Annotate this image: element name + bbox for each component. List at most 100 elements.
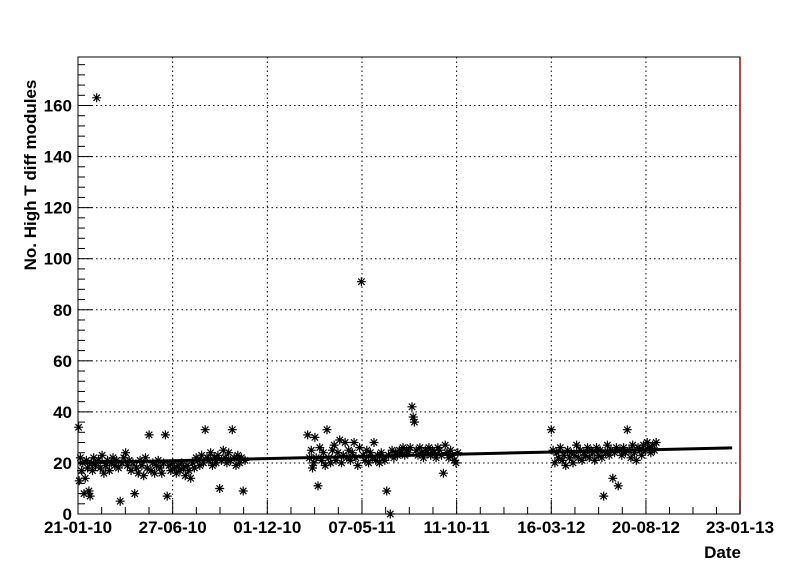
data-point: [347, 448, 357, 458]
data-point: [170, 463, 179, 473]
data-point: [644, 443, 654, 453]
data-point: [613, 481, 623, 491]
data-point: [440, 440, 450, 450]
y-tick-label: 40: [53, 403, 72, 422]
data-point: [626, 453, 636, 463]
data-point: [326, 458, 336, 468]
data-point: [227, 425, 237, 435]
data-point: [635, 445, 645, 455]
y-tick-label: 60: [53, 352, 72, 371]
data-point: [206, 448, 216, 458]
data-point: [382, 486, 392, 496]
y-tick-label: 80: [53, 301, 72, 320]
data-point: [415, 443, 425, 453]
data-point: [355, 443, 365, 453]
data-point: [575, 445, 585, 455]
data-point: [358, 450, 368, 460]
data-point: [649, 445, 659, 455]
data-point: [182, 461, 192, 470]
data-point: [419, 453, 428, 463]
data-point: [133, 468, 143, 478]
data-point: [351, 453, 361, 463]
data-point: [146, 466, 156, 476]
data-point: [188, 458, 198, 468]
data-point: [99, 468, 109, 478]
data-point: [344, 445, 354, 455]
data-point: [204, 455, 214, 465]
data-point: [588, 448, 598, 458]
data-point: [548, 445, 558, 455]
data-point: [94, 455, 103, 465]
data-point: [333, 448, 343, 458]
data-point: [317, 455, 327, 465]
data-point: [209, 453, 219, 463]
data-point: [329, 440, 339, 450]
data-point: [624, 445, 634, 455]
data-point: [453, 448, 463, 458]
data-point: [437, 450, 447, 460]
data-point: [81, 455, 91, 465]
data-point: [195, 461, 205, 470]
data-point: [226, 455, 235, 465]
data-point: [306, 445, 316, 455]
data-point: [599, 491, 609, 501]
data-point: [159, 458, 169, 468]
data-point: [573, 453, 583, 463]
data-point: [346, 455, 355, 465]
data-point: [141, 453, 150, 463]
x-tick-label: 27-06-10: [139, 518, 207, 537]
data-point: [384, 450, 393, 460]
data-point: [563, 445, 573, 455]
data-point: [364, 458, 374, 468]
x-tick-label: 23-01-13: [706, 518, 774, 537]
data-point: [342, 453, 352, 463]
data-point: [126, 466, 136, 476]
data-point: [592, 443, 601, 453]
data-point: [426, 450, 436, 460]
data-point: [387, 445, 397, 455]
data-point: [371, 455, 381, 465]
data-point: [80, 473, 90, 483]
data-point: [303, 430, 313, 440]
data-point: [447, 450, 457, 460]
data-point: [322, 425, 332, 435]
y-axis-title: No. High T diff modules: [21, 80, 40, 271]
data-point: [375, 458, 384, 468]
data-point: [331, 455, 341, 465]
data-point: [400, 450, 410, 460]
data-point: [215, 484, 225, 493]
data-point: [180, 471, 190, 481]
data-point: [101, 461, 111, 470]
data-point: [438, 468, 448, 478]
data-point: [218, 445, 228, 455]
data-point: [407, 402, 417, 412]
data-point: [362, 445, 372, 455]
data-point: [150, 468, 160, 478]
data-point: [97, 450, 107, 460]
data-point: [608, 473, 618, 483]
data-point: [577, 455, 587, 465]
data-point: [572, 440, 582, 450]
data-point: [411, 445, 421, 455]
data-point: [315, 443, 325, 453]
data-point: [340, 438, 350, 447]
data-point: [393, 450, 402, 460]
data-point: [142, 463, 152, 473]
data-point: [561, 461, 571, 470]
tick-labels: 0 20 40 60 80 100 120 140 160 21-01-10 27-06-10 01-…: [44, 97, 774, 537]
data-points: [74, 93, 661, 519]
data-point: [130, 489, 140, 499]
data-point: [115, 496, 125, 506]
y-tick-label: 140: [44, 148, 72, 167]
data-point: [220, 453, 230, 463]
data-point: [590, 455, 600, 465]
data-point: [186, 473, 196, 483]
data-point: [550, 458, 560, 468]
data-point: [389, 453, 399, 463]
data-point: [403, 448, 413, 458]
data-point: [113, 463, 123, 473]
data-point: [444, 453, 454, 463]
data-point: [546, 425, 556, 435]
data-point: [168, 458, 178, 468]
